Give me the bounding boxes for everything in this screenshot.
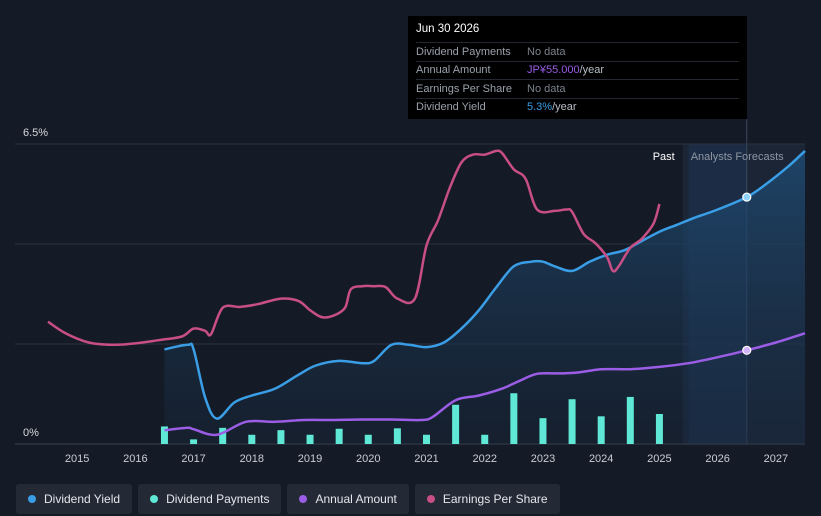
legend-dot-icon <box>426 495 435 503</box>
bar-dividend_payments <box>335 428 343 444</box>
x-tick-label: 2021 <box>414 453 438 465</box>
x-tick-label: 2022 <box>472 453 496 465</box>
bar-dividend_payments <box>510 393 518 444</box>
tooltip-label: Earnings Per Share <box>416 82 512 95</box>
series-area-dividend_yield <box>164 150 805 444</box>
legend-label: Earnings Per Share <box>442 492 548 506</box>
legend-annual-amount[interactable]: Annual Amount <box>287 484 409 514</box>
tooltip-value-text: JP¥55.000 <box>527 64 580 77</box>
legend-dot-icon <box>299 495 308 503</box>
bar-dividend_payments <box>306 434 314 444</box>
period-label-forecast: Analysts Forecasts <box>691 151 784 163</box>
tooltip-value: No data <box>527 83 566 95</box>
bar-dividend_payments <box>160 426 168 444</box>
y-tick-label: 6.5% <box>23 127 48 139</box>
x-tick-label: 2026 <box>705 453 729 465</box>
x-tick-label: 2023 <box>531 453 555 465</box>
legend-label: Annual Amount <box>315 492 397 506</box>
bar-dividend_payments <box>626 396 634 444</box>
tooltip-value-text: 5.3% <box>527 101 553 114</box>
bar-dividend_payments <box>219 427 227 444</box>
tooltip-value-text: No data <box>527 45 566 58</box>
tooltip-row-dividend-payments: Dividend Payments No data <box>416 42 739 61</box>
bar-dividend_payments <box>364 434 372 444</box>
tooltip-value: No data <box>527 46 566 58</box>
legend-label: Dividend Yield <box>44 492 121 506</box>
bar-dividend_payments <box>393 428 401 444</box>
bar-dividend_payments <box>452 404 460 444</box>
bar-dividend_payments <box>568 399 576 444</box>
bar-dividend_payments <box>655 414 663 444</box>
x-tick-label: 2020 <box>356 453 380 465</box>
marker-dividend_yield <box>742 192 752 202</box>
bar-dividend_payments <box>481 434 489 444</box>
hover-tooltip: Jun 30 2026 Dividend Payments No data An… <box>408 16 747 119</box>
x-tick-label: 2024 <box>589 453 613 465</box>
tooltip-value: JP¥55.000/year <box>527 64 604 76</box>
x-tick-label: 2017 <box>181 453 205 465</box>
tooltip-row-annual-amount: Annual Amount JP¥55.000/year <box>416 60 739 80</box>
series-line-dividend_yield <box>164 149 806 420</box>
tooltip-unit: /year <box>579 64 605 77</box>
legend-eps[interactable]: Earnings Per Share <box>414 484 560 514</box>
y-tick-label: 0% <box>23 427 39 439</box>
chart-legend: Dividend Yield Dividend Payments Annual … <box>16 484 560 514</box>
x-tick-label: 2019 <box>298 453 322 465</box>
legend-label: Dividend Payments <box>166 492 270 506</box>
period-label-past: Past <box>653 151 675 163</box>
x-tick-label: 2027 <box>764 453 788 465</box>
legend-dividend-yield[interactable]: Dividend Yield <box>16 484 133 514</box>
bar-dividend_payments <box>423 434 430 444</box>
tooltip-label: Annual Amount <box>416 64 491 77</box>
legend-dot-icon <box>150 495 159 503</box>
tooltip-value: 5.3%/year <box>527 101 577 113</box>
tooltip-row-eps: Earnings Per Share No data <box>416 79 739 98</box>
bar-dividend_payments <box>277 430 285 444</box>
tooltip-label: Dividend Payments <box>416 45 511 58</box>
tooltip-unit: /year <box>552 101 577 114</box>
legend-dividend-payments[interactable]: Dividend Payments <box>138 484 282 514</box>
bar-dividend_payments <box>190 439 198 444</box>
tooltip-row-dividend-yield: Dividend Yield 5.3%/year <box>416 97 739 117</box>
x-tick-label: 2015 <box>65 453 89 465</box>
tooltip-label: Dividend Yield <box>416 101 486 114</box>
x-tick-label: 2018 <box>240 453 264 465</box>
tooltip-value-text: No data <box>527 82 566 95</box>
bar-dividend_payments <box>539 418 547 444</box>
series-line-annual_amount <box>164 332 806 437</box>
bar-dividend_payments <box>597 416 605 444</box>
x-tick-label: 2016 <box>123 453 147 465</box>
tooltip-date: Jun 30 2026 <box>416 23 480 35</box>
legend-dot-icon <box>28 495 36 503</box>
marker-annual_amount <box>742 345 752 355</box>
x-tick-label: 2025 <box>647 453 671 465</box>
series-line-eps <box>47 149 661 347</box>
bar-dividend_payments <box>248 434 256 444</box>
